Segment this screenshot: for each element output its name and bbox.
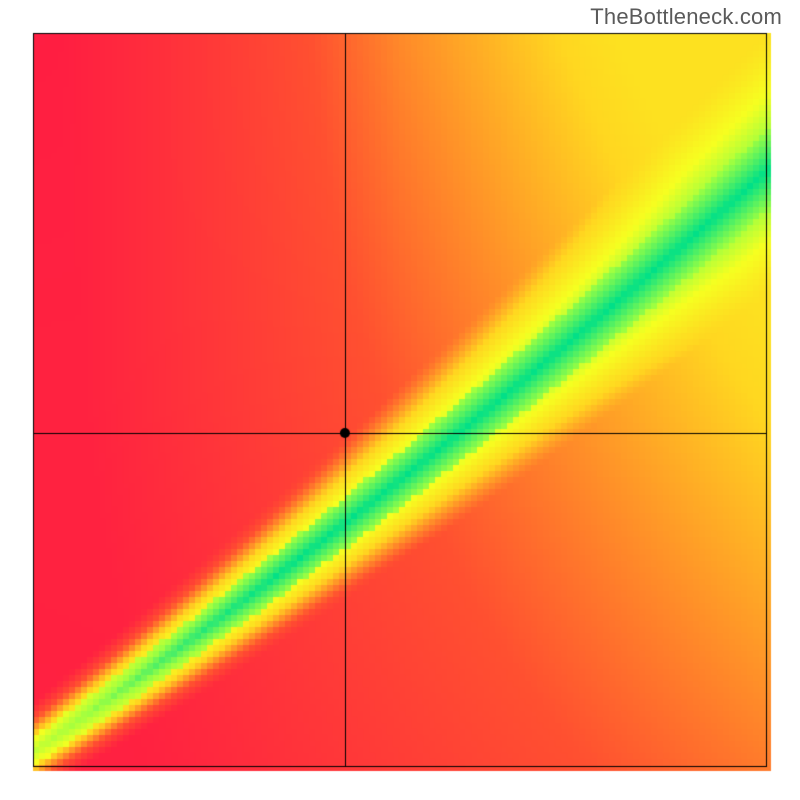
- chart-container: TheBottleneck.com: [0, 0, 800, 800]
- watermark-label: TheBottleneck.com: [590, 4, 782, 30]
- heatmap-canvas: [0, 0, 800, 800]
